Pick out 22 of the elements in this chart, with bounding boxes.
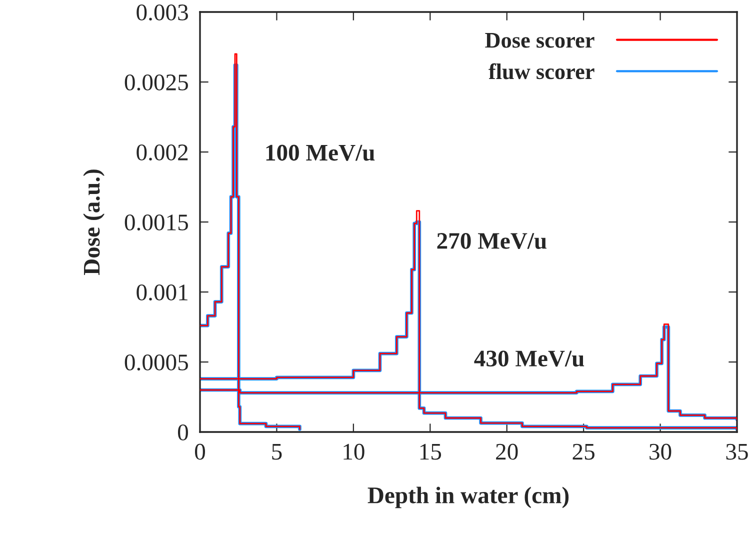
x-tick-label: 30 <box>650 444 672 460</box>
x-tick-label: 15 <box>420 444 442 460</box>
y-tick-label: 0 <box>178 424 188 440</box>
x-tick-label: 5 <box>272 444 282 460</box>
y-tick-label: 0.003 <box>136 4 188 21</box>
x-tick-label: 25 <box>572 444 594 460</box>
y-tick-label: 0.001 <box>136 284 188 301</box>
legend-label: fluw scorer <box>488 63 594 80</box>
x-tick-label: 35 <box>726 444 748 460</box>
x-axis-title: Depth in water (cm) <box>368 486 569 508</box>
y-tick-label: 0.002 <box>136 144 188 161</box>
y-axis-title: Dose (a.u.) <box>83 170 105 276</box>
y-tick-label: 0.0015 <box>124 214 188 231</box>
y-tick-label: 0.0025 <box>124 74 188 91</box>
annotation: 270 MeV/u <box>437 232 546 250</box>
x-tick-label: 20 <box>496 444 518 460</box>
legend-label: Dose scorer <box>485 33 594 48</box>
y-tick-label: 0.0005 <box>124 354 188 371</box>
x-tick-label: 0 <box>194 444 206 460</box>
x-tick-label: 10 <box>344 444 364 460</box>
annotation: 430 MeV/u <box>474 350 584 367</box>
annotation: 100 MeV/u <box>266 144 375 161</box>
